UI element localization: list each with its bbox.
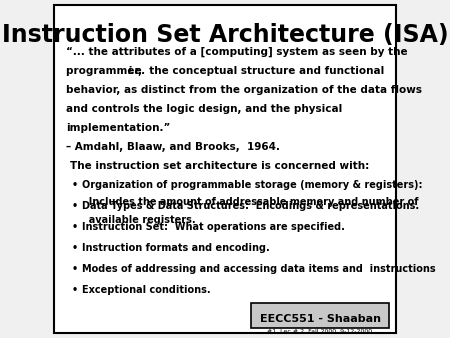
Text: The instruction set architecture is concerned with:: The instruction set architecture is conc… <box>70 161 369 171</box>
Text: Instruction Set Architecture (ISA): Instruction Set Architecture (ISA) <box>2 23 448 47</box>
Text: behavior, as distinct from the organization of the data flows: behavior, as distinct from the organizat… <box>66 85 422 95</box>
Text: programmer,: programmer, <box>66 66 146 76</box>
Text: Includes the amount of addressable memory and number of: Includes the amount of addressable memor… <box>82 197 418 207</box>
Text: Instruction formats and encoding.: Instruction formats and encoding. <box>82 243 270 253</box>
FancyBboxPatch shape <box>251 303 389 328</box>
Text: – Amdahl, Blaaw, and Brooks,  1964.: – Amdahl, Blaaw, and Brooks, 1964. <box>66 142 280 152</box>
Text: “... the attributes of a [computing] system as seen by the: “... the attributes of a [computing] sys… <box>66 47 408 57</box>
Text: •: • <box>71 243 77 253</box>
Text: and controls the logic design, and the physical: and controls the logic design, and the p… <box>66 104 342 114</box>
Text: Data Types & Data Structures:  Encodings & representations.: Data Types & Data Structures: Encodings … <box>82 201 419 211</box>
Text: Exceptional conditions.: Exceptional conditions. <box>82 285 211 295</box>
Text: •: • <box>71 285 77 295</box>
Text: Modes of addressing and accessing data items and  instructions: Modes of addressing and accessing data i… <box>82 264 436 274</box>
Text: •: • <box>71 201 77 211</box>
Text: EECC551 - Shaaban: EECC551 - Shaaban <box>260 314 381 324</box>
Text: •: • <box>71 222 77 232</box>
Text: implementation.”: implementation.” <box>66 123 171 133</box>
Text: •: • <box>71 264 77 274</box>
Text: •: • <box>71 180 77 190</box>
Text: i.e.: i.e. <box>128 66 146 76</box>
Text: the conceptual structure and functional: the conceptual structure and functional <box>142 66 385 76</box>
Text: Organization of programmable storage (memory & registers):: Organization of programmable storage (me… <box>82 180 422 190</box>
Text: available registers.: available registers. <box>82 215 195 224</box>
Text: Instruction Set:  What operations are specified.: Instruction Set: What operations are spe… <box>82 222 345 232</box>
FancyBboxPatch shape <box>54 5 396 333</box>
Text: #1  Lec # 2  Fall 2000  9-12-2000: #1 Lec # 2 Fall 2000 9-12-2000 <box>267 329 373 334</box>
